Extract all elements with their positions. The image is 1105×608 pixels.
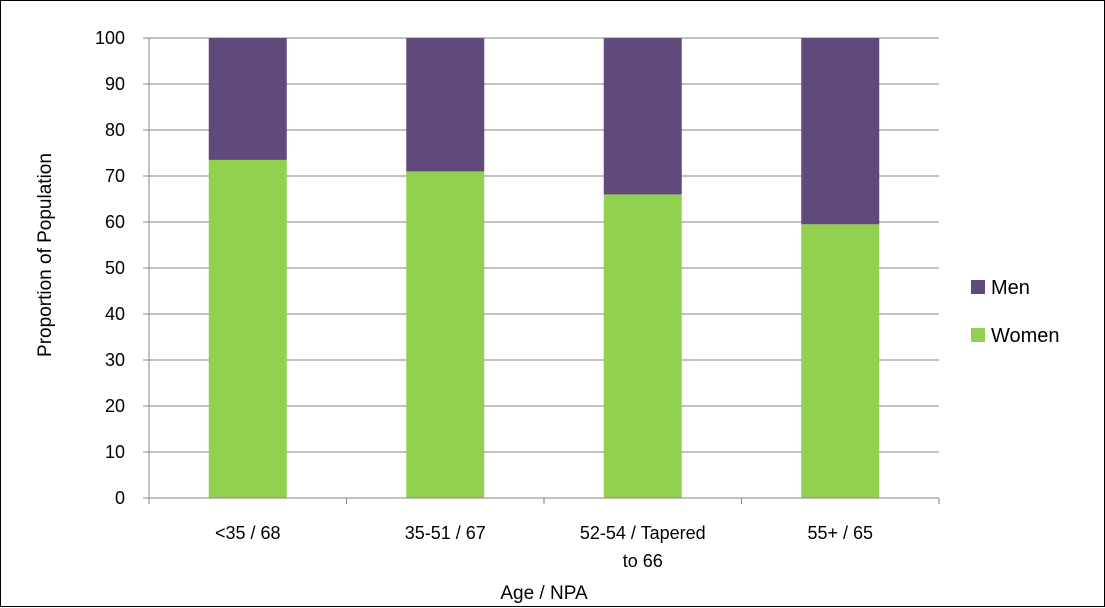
legend: Men Women	[971, 277, 1060, 347]
y-tick-label-30: 30	[105, 350, 125, 370]
bar-men-3	[801, 38, 880, 225]
y-tick-label-90: 90	[105, 74, 125, 94]
y-tick-label-100: 100	[95, 28, 125, 48]
y-tick-label-60: 60	[105, 212, 125, 232]
y-tick-label-70: 70	[105, 166, 125, 186]
bar-men-1	[406, 38, 485, 172]
bars	[208, 38, 880, 499]
y-tick-label-0: 0	[115, 488, 125, 508]
x-tick-label-3: 55+ / 65	[807, 523, 873, 543]
y-tick-label-10: 10	[105, 442, 125, 462]
x-axis-title: Age / NPA	[500, 583, 588, 604]
bar-men-2	[603, 38, 682, 195]
x-tick-label-0: <35 / 68	[215, 523, 281, 543]
legend-swatch-women	[971, 328, 985, 342]
x-tick-label-1: 35-51 / 67	[405, 523, 486, 543]
y-axis-title: Proportion of Population	[35, 153, 56, 357]
bar-women-3	[801, 224, 880, 499]
y-tick-label-20: 20	[105, 396, 125, 416]
legend-swatch-men	[971, 280, 985, 294]
y-tick-labels: 0 10 20 30 40 50 60 70 80 90 100	[95, 28, 125, 508]
legend-label-women: Women	[991, 325, 1060, 347]
x-tick-label-2-line-1: to 66	[623, 551, 663, 571]
x-tick-labels: <35 / 68 35-51 / 67 52-54 / Tapered to 66 55…	[215, 523, 873, 571]
legend-label-men: Men	[991, 277, 1030, 299]
bar-women-2	[603, 194, 682, 498]
y-tick-label-50: 50	[105, 258, 125, 278]
axes	[143, 37, 940, 504]
bar-men-0	[208, 38, 287, 160]
y-tick-label-80: 80	[105, 120, 125, 140]
bar-women-1	[406, 171, 485, 498]
bar-women-0	[208, 159, 287, 498]
y-tick-label-40: 40	[105, 304, 125, 324]
x-tick-label-2-line-0: 52-54 / Tapered	[580, 523, 706, 543]
